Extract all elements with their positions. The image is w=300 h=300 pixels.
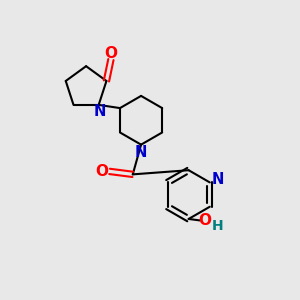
Text: O: O [96, 164, 109, 179]
Text: H: H [212, 219, 224, 233]
Text: N: N [211, 172, 224, 187]
Text: N: N [135, 146, 147, 160]
Text: O: O [104, 46, 117, 61]
Text: O: O [199, 213, 212, 228]
Text: N: N [93, 104, 106, 119]
